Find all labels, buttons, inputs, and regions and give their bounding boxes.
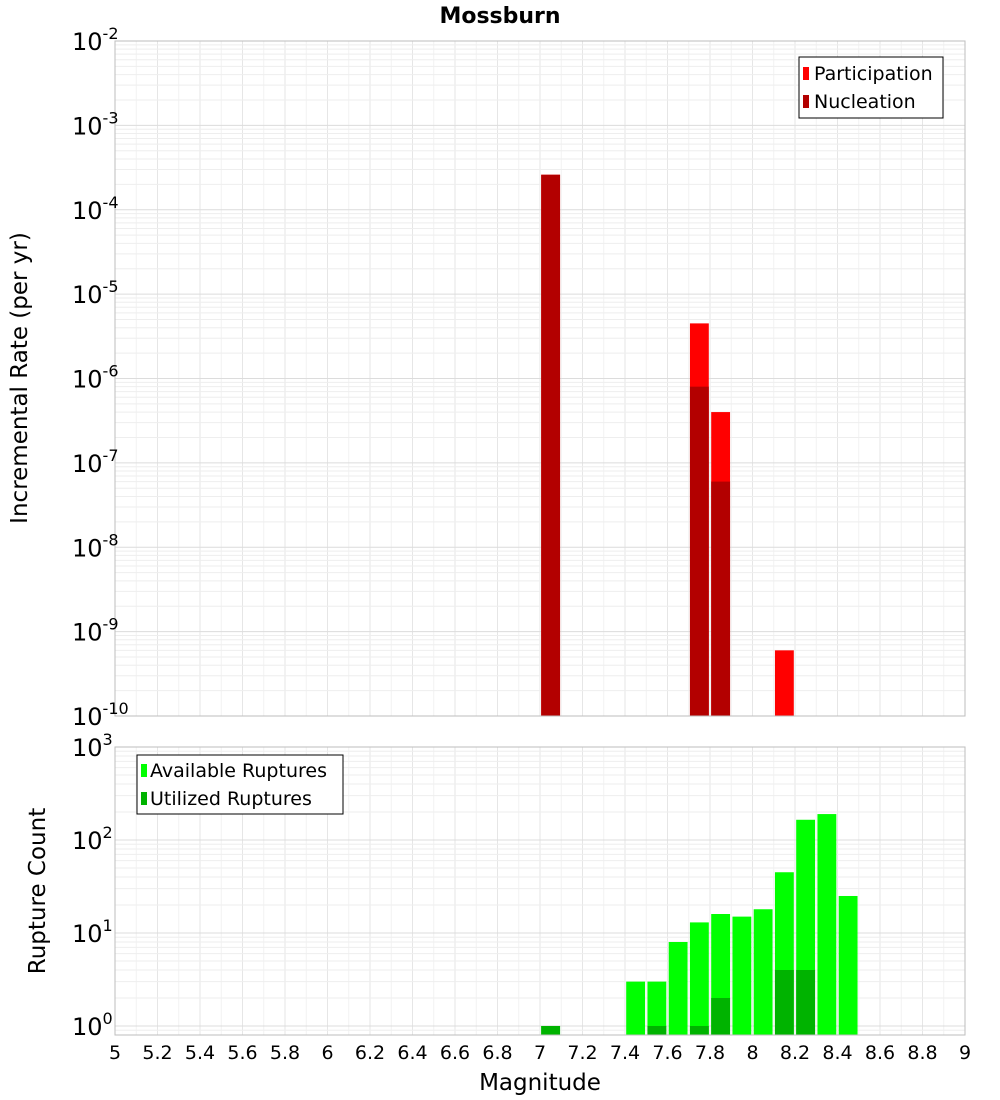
count-bar-s2 xyxy=(689,1025,709,1035)
x-tick-label: 7.2 xyxy=(567,1042,597,1064)
rate-y-tick-label: 10-10 xyxy=(72,699,129,731)
chart-title: Mossburn xyxy=(439,4,560,29)
rate-bar-s2 xyxy=(711,481,731,716)
rate-plot-border xyxy=(114,40,966,717)
rate-y-tick-label: 10-8 xyxy=(72,530,119,562)
x-tick-label: 5.4 xyxy=(185,1042,215,1064)
x-tick-label: 6.2 xyxy=(355,1042,385,1064)
count-bar-s2 xyxy=(647,1025,667,1035)
x-tick-label: 9 xyxy=(959,1042,971,1064)
x-tick-label: 7.8 xyxy=(695,1042,725,1064)
rate-plot-bars xyxy=(541,174,794,716)
nucleation-legend-swatch xyxy=(803,95,809,108)
count-plot-bars xyxy=(541,814,858,1035)
count-plot: 100 101 102 103 5 5.2 5.4 5.6 5.8 6 6.2 6.4 6.6 6.8 7… xyxy=(25,730,971,1096)
rate-bar-s2 xyxy=(541,174,561,716)
utilized-legend-label: Utilized Ruptures xyxy=(150,788,312,810)
rate-legend-box xyxy=(798,56,944,119)
count-y-tick-label: 101 xyxy=(72,916,113,948)
count-legend: Available Ruptures Utilized Ruptures xyxy=(136,754,344,815)
x-tick-label: 7.4 xyxy=(610,1042,640,1064)
rate-y-tick-label: 10-2 xyxy=(72,24,119,56)
x-axis-ticks: 5 5.2 5.4 5.6 5.8 6 6.2 6.4 6.6 6.8 7 7.2 7.4 7.6 7.8 8… xyxy=(109,1042,971,1064)
x-tick-label: 6.8 xyxy=(482,1042,512,1064)
available-legend-label: Available Ruptures xyxy=(150,760,327,782)
count-bar-s2 xyxy=(796,969,816,1035)
count-plot-border xyxy=(114,746,966,1036)
x-tick-label: 5 xyxy=(109,1042,121,1064)
count-y-axis-label: Rupture Count xyxy=(25,808,51,974)
nucleation-legend-label: Nucleation xyxy=(814,91,916,113)
utilized-legend-swatch xyxy=(141,792,147,805)
count-bar-s1 xyxy=(732,916,752,1035)
rate-bar-s2 xyxy=(689,386,709,716)
count-y-tick-label: 100 xyxy=(72,1009,113,1041)
rate-y-tick-label: 10-7 xyxy=(72,446,119,478)
count-bar-s2 xyxy=(774,969,794,1035)
x-axis-label: Magnitude xyxy=(479,1070,601,1096)
count-bar-s1 xyxy=(753,909,773,1035)
rate-plot-y-ticks: 10-10 10-9 10-8 10-7 10-6 10-5 10-4 10-3 10-2 xyxy=(72,24,129,731)
count-bar-s2 xyxy=(711,997,731,1035)
count-plot-y-ticks: 100 101 102 103 xyxy=(72,730,113,1041)
count-bar-s1 xyxy=(838,895,858,1035)
rate-legend: Participation Nucleation xyxy=(798,56,944,119)
count-bar-s1 xyxy=(626,981,646,1035)
participation-legend-swatch xyxy=(803,67,809,80)
x-tick-label: 5.8 xyxy=(270,1042,300,1064)
rate-y-tick-label: 10-4 xyxy=(72,193,119,225)
count-bar-s1 xyxy=(817,814,837,1035)
rate-plot: 10-10 10-9 10-8 10-7 10-6 10-5 10-4 10-3 10-2 In… xyxy=(7,24,966,731)
rate-y-tick-label: 10-3 xyxy=(72,108,119,140)
participation-legend-label: Participation xyxy=(814,63,933,85)
rate-y-tick-label: 10-5 xyxy=(72,277,119,309)
x-tick-label: 8 xyxy=(746,1042,758,1064)
count-bar-s1 xyxy=(689,922,709,1035)
x-tick-label: 8.8 xyxy=(907,1042,937,1064)
count-y-tick-label: 103 xyxy=(72,730,113,762)
rate-bar-s1 xyxy=(774,650,794,716)
x-tick-label: 6.4 xyxy=(397,1042,427,1064)
rate-y-tick-label: 10-9 xyxy=(72,615,119,647)
x-tick-label: 6.6 xyxy=(440,1042,470,1064)
x-tick-label: 7.6 xyxy=(652,1042,682,1064)
x-tick-label: 6 xyxy=(321,1042,333,1064)
rate-y-tick-label: 10-6 xyxy=(72,362,119,394)
available-legend-swatch xyxy=(141,764,147,777)
rate-plot-grid xyxy=(114,40,966,717)
count-bar-s2 xyxy=(541,1025,561,1035)
rate-y-axis-label: Incremental Rate (per yr) xyxy=(7,232,33,524)
x-tick-label: 7 xyxy=(534,1042,546,1064)
x-tick-label: 5.2 xyxy=(142,1042,172,1064)
x-tick-label: 8.2 xyxy=(780,1042,810,1064)
count-legend-box xyxy=(136,754,344,815)
count-bar-s1 xyxy=(647,981,667,1035)
x-tick-label: 8.6 xyxy=(865,1042,895,1064)
count-bar-s1 xyxy=(668,942,688,1035)
x-tick-label: 5.6 xyxy=(227,1042,257,1064)
count-y-tick-label: 102 xyxy=(72,823,113,855)
x-tick-label: 8.4 xyxy=(822,1042,852,1064)
